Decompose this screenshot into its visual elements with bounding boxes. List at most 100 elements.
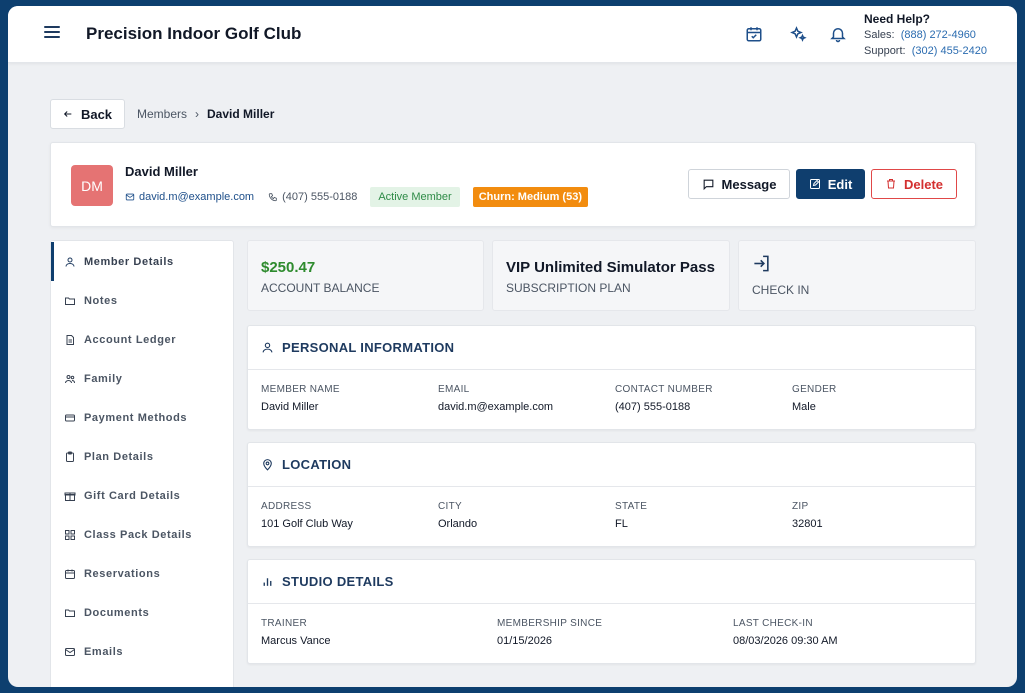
field-value: 101 Golf Club Way <box>261 518 353 530</box>
field-label: CITY <box>438 501 462 512</box>
zip-field: ZIP 32801 <box>792 501 823 530</box>
breadcrumb-members[interactable]: Members <box>137 107 188 121</box>
panel-title: PERSONAL INFORMATION <box>282 340 455 355</box>
field-value: 08/03/2026 09:30 AM <box>733 635 838 647</box>
field-value: FL <box>615 518 628 530</box>
folder-icon <box>65 609 75 617</box>
sidebar-item-label: Payment Methods <box>84 411 188 424</box>
field-value: 32801 <box>792 518 823 530</box>
sidebar-item-family[interactable]: Family <box>51 359 233 398</box>
account-balance-label: ACCOUNT BALANCE <box>261 281 380 295</box>
field-label: CONTACT NUMBER <box>615 384 713 395</box>
field-label: ZIP <box>792 501 809 512</box>
sidebar-item-label: Class Pack Details <box>84 528 193 541</box>
top-bar: Precision Indoor Golf Club Need Help? Sa… <box>8 6 1017 63</box>
user-icon <box>262 342 273 353</box>
location-panel: LOCATION ADDRESS 101 Golf Club Way CITY … <box>247 442 976 547</box>
panel-header: LOCATION <box>248 443 975 487</box>
clipboard-icon <box>66 451 74 462</box>
sidebar-item-emails[interactable]: Emails <box>51 632 233 671</box>
studio-details-panel: STUDIO DETAILS TRAINER Marcus Vance MEMB… <box>247 559 976 664</box>
member-sidebar-nav: Member Details Notes Account Ledger Fami… <box>50 240 234 687</box>
city-field: CITY Orlando <box>438 501 477 530</box>
credit-card-icon <box>65 414 75 421</box>
sidebar-item-label: Emails <box>84 645 124 658</box>
panel-header: STUDIO DETAILS <box>248 560 975 604</box>
field-label: MEMBERSHIP SINCE <box>497 618 603 629</box>
field-label: LAST CHECK-IN <box>733 618 813 629</box>
menu-icon[interactable] <box>44 26 60 40</box>
sparkles-icon[interactable] <box>789 25 809 45</box>
member-email-link[interactable]: david.m@example.com <box>125 191 254 203</box>
field-value: david.m@example.com <box>438 401 554 413</box>
check-in-label: CHECK IN <box>752 283 810 297</box>
personal-information-panel: PERSONAL INFORMATION MEMBER NAME David M… <box>247 325 976 430</box>
member-phone: (407) 555-0188 <box>268 191 357 203</box>
back-button[interactable]: Back <box>50 99 125 129</box>
sidebar-item-label: Reservations <box>84 567 161 580</box>
account-balance-card: $250.47 ACCOUNT BALANCE <box>247 240 484 311</box>
trainer-field: TRAINER Marcus Vance <box>261 618 331 647</box>
sidebar-item-plan-details[interactable]: Plan Details <box>51 437 233 476</box>
sidebar-item-label: Plan Details <box>84 450 154 463</box>
back-label: Back <box>80 106 113 122</box>
state-field: STATE FL <box>615 501 647 530</box>
sidebar-item-label: Gift Card Details <box>84 489 181 502</box>
sidebar-item-notes[interactable]: Notes <box>51 281 233 320</box>
sidebar-item-label: Family <box>84 372 123 385</box>
sidebar-item-class-pack-details[interactable]: Class Pack Details <box>51 515 233 554</box>
mail-icon <box>125 193 135 201</box>
breadcrumb-current: David Miller <box>207 107 275 121</box>
field-value: Marcus Vance <box>261 635 331 647</box>
field-label: ADDRESS <box>261 501 312 512</box>
message-button[interactable]: Message <box>688 169 790 199</box>
location-pin-icon <box>263 459 272 471</box>
member-meta: david.m@example.com (407) 555-0188 Activ… <box>125 187 588 207</box>
arrow-left-icon <box>63 111 72 117</box>
app-window: Precision Indoor Golf Club Need Help? Sa… <box>8 6 1017 687</box>
sidebar-item-label: Account Ledger <box>84 333 177 346</box>
member-phone-text: (407) 555-0188 <box>282 191 358 203</box>
help-title: Need Help? <box>864 12 931 26</box>
address-field: ADDRESS 101 Golf Club Way <box>261 501 353 530</box>
sales-label: Sales: <box>864 29 895 41</box>
document-icon <box>66 334 74 345</box>
field-value: Male <box>792 401 816 413</box>
sales-phone-link[interactable]: (888) 272-4960 <box>900 29 976 41</box>
support-phone-link[interactable]: (302) 455-2420 <box>911 45 987 57</box>
email-field: EMAIL david.m@example.com <box>438 384 553 413</box>
check-in-card[interactable]: CHECK IN <box>738 240 976 311</box>
account-balance-value: $250.47 <box>261 259 316 276</box>
help-contact: Need Help? Sales: (888) 272-4960 Support… <box>864 11 987 59</box>
sidebar-item-gift-card-details[interactable]: Gift Card Details <box>51 476 233 515</box>
breadcrumb-separator: › <box>195 107 200 121</box>
bar-chart-icon <box>263 578 272 586</box>
bell-icon[interactable] <box>829 25 849 45</box>
sidebar-item-documents[interactable]: Documents <box>51 593 233 632</box>
breadcrumb: Members › David Miller <box>137 107 274 121</box>
trash-icon <box>886 179 895 189</box>
sidebar-item-member-details[interactable]: Member Details <box>51 242 233 281</box>
sidebar-item-payment-methods[interactable]: Payment Methods <box>51 398 233 437</box>
churn-badge: Churn: Medium (53) <box>472 187 588 207</box>
field-value: Orlando <box>438 518 478 530</box>
sidebar-item-account-ledger[interactable]: Account Ledger <box>51 320 233 359</box>
sidebar-item-reservations[interactable]: Reservations <box>51 554 233 593</box>
field-value: (407) 555-0188 <box>615 401 691 413</box>
gender-field: GENDER Male <box>792 384 837 413</box>
sidebar-item-label: Notes <box>84 294 118 307</box>
membership-since-field: MEMBERSHIP SINCE 01/15/2026 <box>497 618 602 647</box>
field-label: EMAIL <box>438 384 470 395</box>
login-icon <box>752 254 771 278</box>
member-name-field: MEMBER NAME David Miller <box>261 384 340 413</box>
calendar-check-icon[interactable] <box>745 25 765 45</box>
app-title: Precision Indoor Golf Club <box>86 24 302 43</box>
folder-icon <box>65 297 75 305</box>
last-check-in-field: LAST CHECK-IN 08/03/2026 09:30 AM <box>733 618 838 647</box>
subscription-plan-card: VIP Unlimited Simulator Pass SUBSCRIPTIO… <box>492 240 730 311</box>
edit-button[interactable]: Edit <box>796 169 865 199</box>
gift-icon <box>64 492 76 501</box>
delete-button[interactable]: Delete <box>871 169 957 199</box>
users-icon <box>65 374 75 383</box>
member-name: David Miller <box>125 164 198 179</box>
